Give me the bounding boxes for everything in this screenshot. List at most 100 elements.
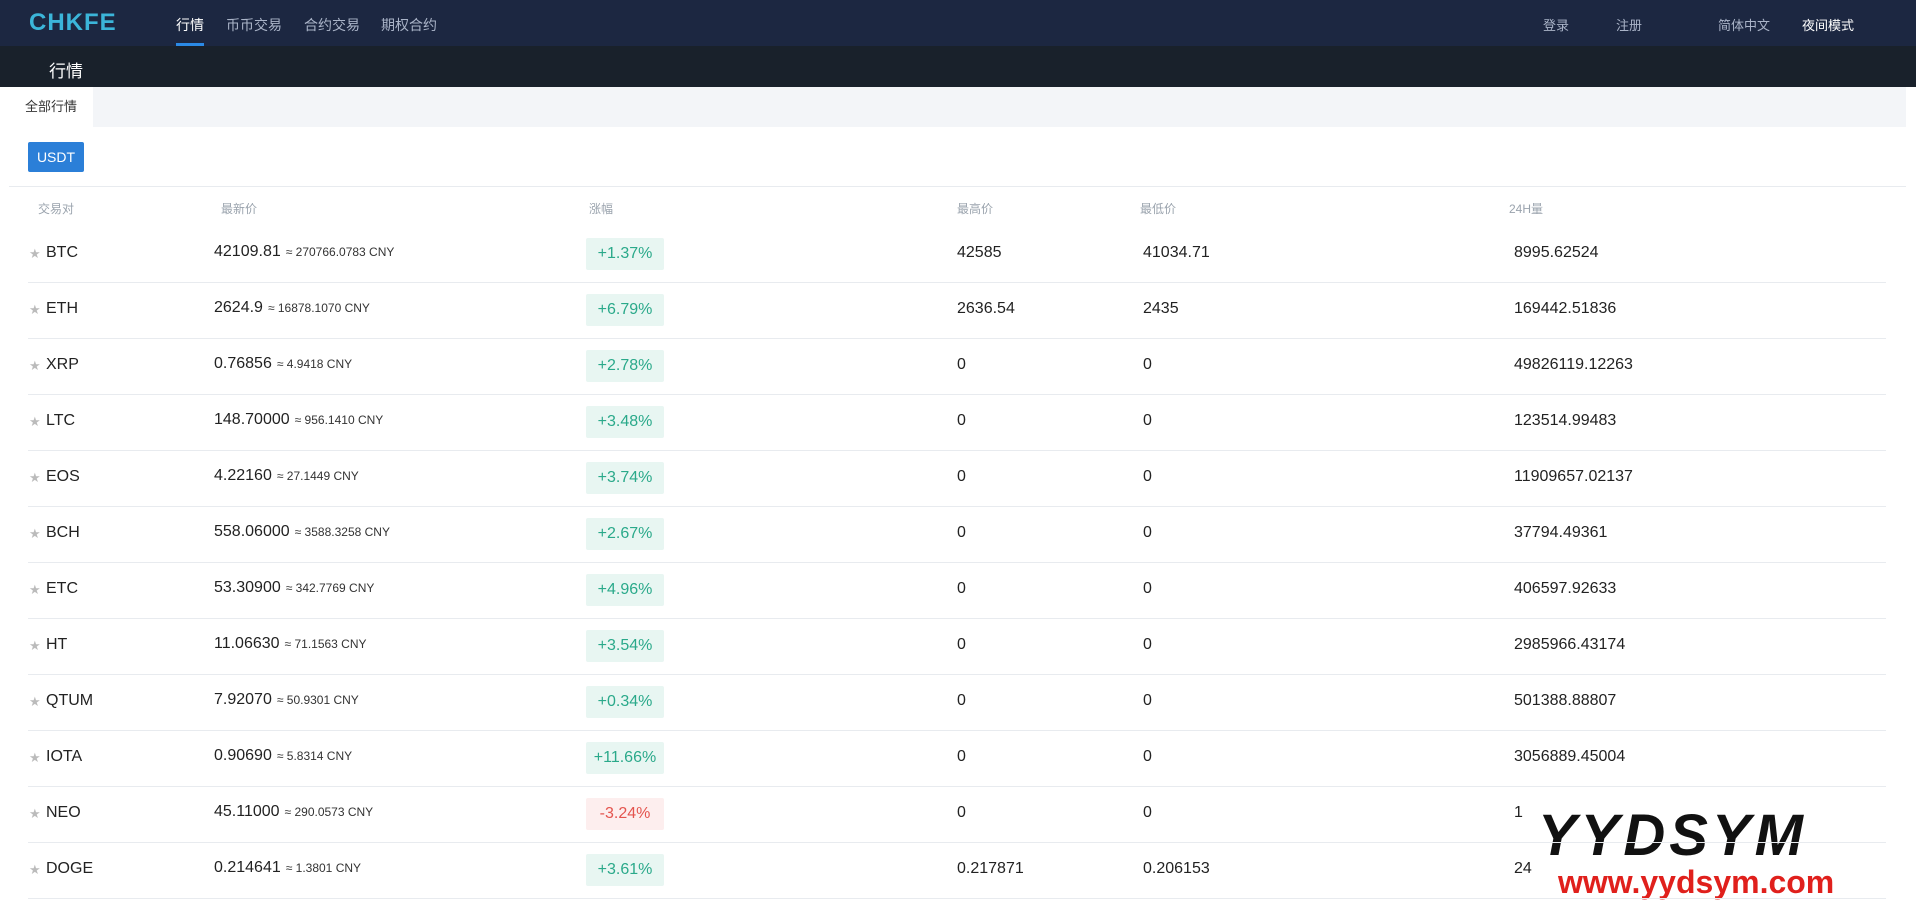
- nav-link[interactable]: 币币交易: [226, 17, 282, 33]
- volume: 169442.51836: [1514, 300, 1617, 317]
- price: 4.22160 ≈ 27.1449 CNY: [214, 467, 359, 485]
- cny-price: ≈ 4.9418 CNY: [276, 357, 353, 371]
- star[interactable]: ★: [29, 806, 41, 821]
- last-price: 45.11000: [214, 803, 280, 820]
- price: 11.06630 ≈ 71.1563 CNY: [214, 635, 367, 653]
- row-line: [28, 618, 1886, 619]
- high: 0: [957, 468, 966, 485]
- star[interactable]: ★: [29, 246, 41, 261]
- star[interactable]: ★: [29, 358, 41, 373]
- cny-price: ≈ 27.1449 CNY: [276, 469, 359, 483]
- star[interactable]: ★: [29, 582, 41, 597]
- price: 558.06000 ≈ 3588.3258 CNY: [214, 523, 390, 541]
- low: 41034.71: [1143, 244, 1210, 261]
- high: 0: [957, 524, 966, 541]
- nav-link[interactable]: 行情: [176, 17, 204, 33]
- high: 0.217871: [957, 860, 1024, 877]
- row-line: [28, 842, 1886, 843]
- last-price: 7.92070: [214, 691, 272, 708]
- star[interactable]: ★: [29, 302, 41, 317]
- last-price: 148.70000: [214, 411, 290, 428]
- nav-link[interactable]: 期权合约: [381, 17, 437, 33]
- row-line: [28, 394, 1886, 395]
- cny-price: ≈ 290.0573 CNY: [284, 805, 374, 819]
- logo[interactable]: CHKFE: [29, 9, 117, 36]
- pair: HT: [46, 636, 68, 653]
- watermark-url: www.yydsym.com: [1558, 864, 1835, 900]
- change: +4.96%: [586, 574, 664, 606]
- pair: XRP: [46, 356, 79, 373]
- nav-right[interactable]: 注册: [1616, 18, 1643, 33]
- star[interactable]: ★: [29, 750, 41, 765]
- high: 0: [957, 692, 966, 709]
- low: 0: [1143, 636, 1152, 653]
- price: 0.76856 ≈ 4.9418 CNY: [214, 355, 352, 373]
- change: +0.34%: [586, 686, 664, 718]
- last-price: 558.06000: [214, 523, 290, 540]
- price: 7.92070 ≈ 50.9301 CNY: [214, 691, 359, 709]
- star[interactable]: ★: [29, 526, 41, 541]
- star[interactable]: ★: [29, 638, 41, 653]
- filter-button[interactable]: USDT: [28, 142, 84, 172]
- tab-bar: 全部行情: [9, 87, 1906, 127]
- volume: 8995.62524: [1514, 244, 1599, 261]
- pair: LTC: [46, 412, 76, 429]
- active-indicator: [176, 43, 204, 46]
- row-line: [28, 282, 1886, 283]
- nav-link[interactable]: 合约交易: [304, 17, 360, 33]
- low: 0: [1143, 692, 1152, 709]
- tab[interactable]: 全部行情: [9, 87, 93, 127]
- row-line: [28, 338, 1886, 339]
- star[interactable]: ★: [29, 862, 41, 877]
- divider: [9, 186, 1906, 187]
- low: 0.206153: [1143, 860, 1210, 877]
- column-header[interactable]: 交易对: [38, 202, 75, 216]
- pair: QTUM: [46, 692, 94, 709]
- column-header[interactable]: 最新价: [221, 202, 258, 216]
- pair: BCH: [46, 524, 80, 541]
- star[interactable]: ★: [29, 470, 41, 485]
- pair: NEO: [46, 804, 81, 821]
- star[interactable]: ★: [29, 694, 41, 709]
- high: 2636.54: [957, 300, 1015, 317]
- price: 0.90690 ≈ 5.8314 CNY: [214, 747, 352, 765]
- pair: IOTA: [46, 748, 83, 765]
- low: 0: [1143, 748, 1152, 765]
- last-price: 2624.9: [214, 299, 263, 316]
- nav-right[interactable]: 简体中文: [1718, 18, 1771, 33]
- high: 0: [957, 636, 966, 653]
- low: 0: [1143, 524, 1152, 541]
- watermark-title: YYDSYM: [1538, 803, 1807, 868]
- last-price: 53.30900: [214, 579, 281, 596]
- volume: 37794.49361: [1514, 524, 1608, 541]
- volume: 123514.99483: [1514, 412, 1617, 429]
- price: 148.70000 ≈ 956.1410 CNY: [214, 411, 383, 429]
- top-nav: CHKFE 行情 币币交易 合约交易 期权合约 登录 注册 简体中文 夜间模式: [0, 0, 1916, 46]
- cny-price: ≈ 270766.0783 CNY: [285, 245, 395, 259]
- change: +2.78%: [586, 350, 664, 382]
- nav-right[interactable]: 登录: [1543, 18, 1570, 33]
- volume: 2985966.43174: [1514, 636, 1626, 653]
- change: +3.48%: [586, 406, 664, 438]
- sub-nav: 行情: [0, 46, 1916, 87]
- star[interactable]: ★: [29, 414, 41, 429]
- sub-title: 行情: [49, 62, 83, 81]
- row-line: [28, 450, 1886, 451]
- last-price: 0.214641: [214, 859, 281, 876]
- cny-price: ≈ 71.1563 CNY: [284, 637, 367, 651]
- column-header[interactable]: 涨幅: [589, 202, 614, 216]
- price: 42109.81 ≈ 270766.0783 CNY: [214, 243, 394, 261]
- nav-right[interactable]: 夜间模式: [1802, 18, 1855, 33]
- last-price: 4.22160: [214, 467, 272, 484]
- high: 0: [957, 412, 966, 429]
- change: +6.79%: [586, 294, 664, 326]
- change: -3.24%: [586, 798, 664, 830]
- volume: 24: [1514, 860, 1532, 877]
- cny-price: ≈ 16878.1070 CNY: [267, 301, 370, 315]
- pair: BTC: [46, 244, 78, 261]
- volume: 3056889.45004: [1514, 748, 1626, 765]
- high: 0: [957, 580, 966, 597]
- row-line: [28, 674, 1886, 675]
- pair: ETC: [46, 580, 78, 597]
